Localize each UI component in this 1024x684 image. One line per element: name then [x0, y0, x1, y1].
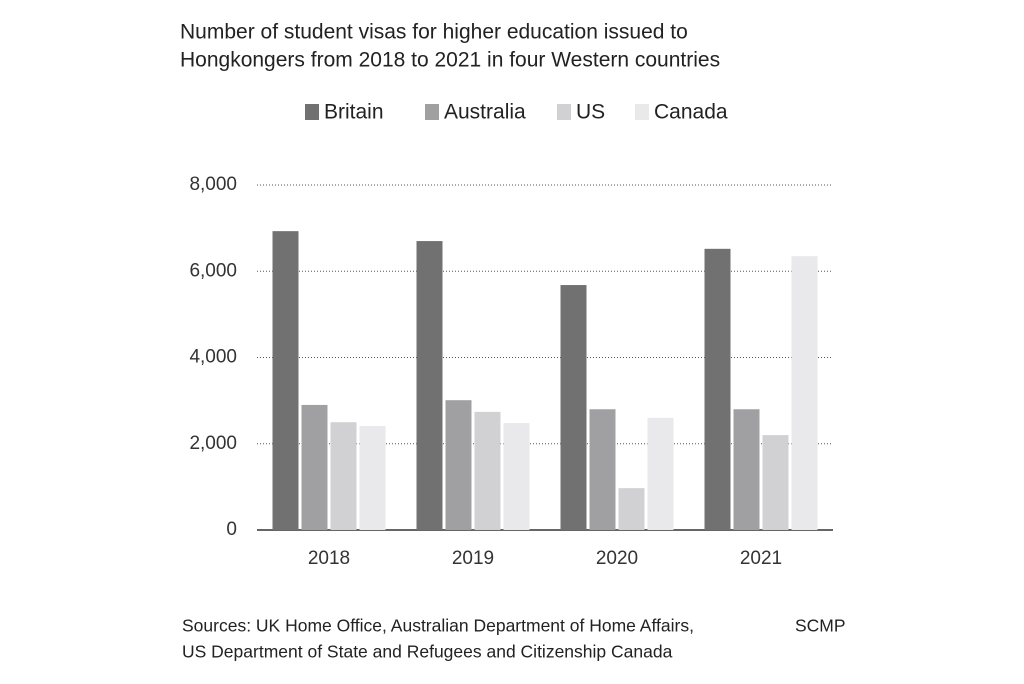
bar: [647, 417, 674, 530]
bar: [704, 248, 731, 530]
bar: [762, 435, 789, 530]
legend-swatch: [305, 104, 319, 120]
bar: [589, 409, 616, 530]
y-tick-label: 0: [226, 519, 237, 540]
y-tick-label: 8,000: [189, 174, 237, 195]
y-tick-label: 4,000: [189, 347, 237, 368]
bar: [272, 231, 299, 531]
legend-label: Britain: [324, 101, 384, 124]
bar: [301, 404, 328, 530]
legend-swatch: [425, 104, 439, 120]
legend-swatch: [557, 104, 571, 120]
chart-title: Number of student visas for higher educa…: [180, 21, 688, 44]
x-tick-label: 2019: [452, 548, 494, 569]
bar: [618, 488, 645, 530]
legend-label: US: [576, 101, 605, 124]
bar: [560, 285, 587, 530]
x-tick-label: 2021: [740, 548, 782, 569]
bar: [474, 411, 501, 530]
bar: [359, 426, 386, 530]
chart-title: Hongkongers from 2018 to 2021 in four We…: [180, 49, 720, 72]
y-tick-label: 2,000: [189, 433, 237, 454]
source-note: Sources: UK Home Office, Australian Depa…: [182, 616, 694, 636]
bar: [445, 400, 472, 530]
y-tick-label: 6,000: [189, 260, 237, 281]
bar: [733, 409, 760, 530]
x-tick-label: 2018: [308, 548, 350, 569]
credit: SCMP: [795, 616, 846, 636]
bar: [330, 422, 357, 530]
legend-label: Canada: [654, 101, 728, 124]
source-note: US Department of State and Refugees and …: [182, 642, 673, 662]
legend-label: Australia: [444, 101, 526, 124]
bar: [416, 241, 443, 530]
legend-swatch: [635, 104, 649, 120]
x-tick-label: 2020: [596, 548, 638, 569]
bar: [503, 423, 530, 530]
bar: [791, 256, 818, 530]
